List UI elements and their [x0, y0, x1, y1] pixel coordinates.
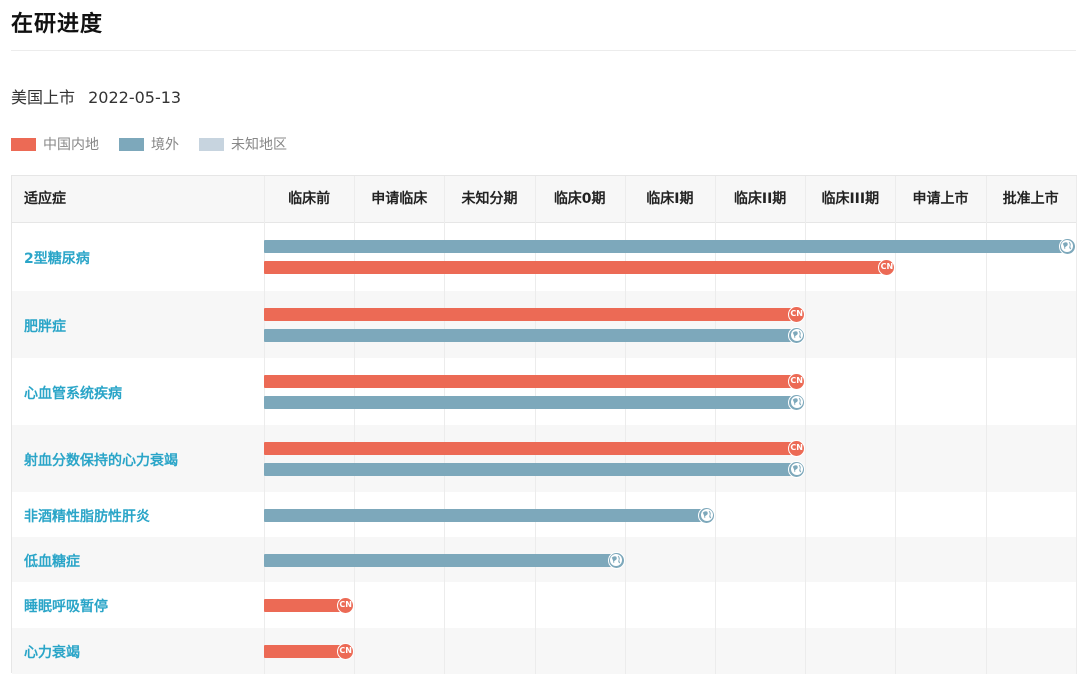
indication-link[interactable]: 非酒精性脂肪性肝炎 [24, 508, 150, 525]
grid-line [1075, 176, 1077, 674]
indication-link[interactable]: 心力衰竭 [24, 645, 80, 661]
cn-icon: CN [788, 372, 806, 390]
cn-icon: CN [337, 643, 355, 660]
indication-link[interactable]: 2型糖尿病 [24, 251, 90, 267]
progress-bar-mainland[interactable] [264, 261, 888, 274]
market-label: 美国上市 [11, 88, 76, 107]
progress-bar-overseas[interactable] [264, 553, 617, 567]
table-row [12, 358, 1076, 425]
progress-bar-mainland[interactable] [264, 374, 798, 388]
legend-item-overseas[interactable]: 境外 [119, 134, 179, 154]
indication-link[interactable]: 睡眠呼吸暂停 [24, 599, 108, 615]
globe-icon [698, 506, 715, 524]
progress-bar-mainland[interactable] [264, 599, 347, 612]
progress-bar-overseas[interactable] [264, 462, 798, 476]
legend-item-unknown[interactable]: 未知地区 [199, 134, 287, 154]
legend-item-mainland[interactable]: 中国内地 [11, 134, 99, 154]
stage-header: 临床II期 [733, 191, 787, 207]
grid-line [354, 176, 356, 674]
grid-line [534, 176, 536, 674]
grid-line [715, 176, 716, 674]
indication-link[interactable]: 射血分数保持的心力衰竭 [24, 452, 178, 469]
globe-icon [788, 460, 806, 478]
table-row [12, 223, 1076, 291]
cn-icon: CN [337, 597, 355, 614]
table-row [12, 425, 1076, 492]
legend-swatch [199, 137, 224, 151]
stage-header: 临床前 [288, 191, 331, 207]
table-row [12, 628, 1076, 674]
stage-header: 批准上市 [1002, 191, 1059, 207]
indication-link[interactable]: 心血管系统疾病 [24, 385, 122, 402]
stage-header: 临床0期 [553, 191, 606, 207]
progress-bar-overseas[interactable] [264, 395, 798, 409]
grid-line [264, 176, 265, 674]
legend-label: 未知地区 [231, 137, 287, 153]
progress-bar-overseas[interactable] [264, 240, 1068, 253]
legend-label: 境外 [151, 137, 179, 153]
globe-icon [788, 326, 806, 344]
cn-icon: CN [788, 305, 806, 323]
cn-icon: CN [878, 259, 896, 276]
grid-line [895, 176, 897, 674]
market-info: 美国上市 2022-05-13 [11, 84, 181, 108]
grid-line [444, 176, 446, 674]
progress-bar-overseas[interactable] [264, 508, 707, 522]
indication-link[interactable]: 肥胖症 [24, 318, 66, 335]
table-row [12, 582, 1076, 628]
title-divider [11, 50, 1076, 51]
progress-bar-mainland[interactable] [264, 307, 798, 321]
chart-header-row: 适应症 临床前 申请临床 未知分期 临床0期 临床I期 临床II期 临床III期 申请上市 批准… [12, 176, 1076, 223]
globe-icon [607, 551, 625, 569]
pipeline-chart: 适应症 临床前 申请临床 未知分期 临床0期 临床I期 临床II期 临床III期 申请上市 批准… [11, 175, 1077, 674]
stage-header: 临床I期 [646, 191, 694, 207]
stage-header: 申请上市 [912, 191, 969, 207]
grid-line [624, 176, 626, 674]
grid-line [805, 176, 807, 674]
page-title: 在研进度 [11, 12, 104, 37]
stage-header: 未知分期 [461, 191, 518, 207]
globe-icon [1058, 238, 1076, 255]
table-row [12, 291, 1076, 358]
stage-header: 申请临床 [371, 191, 428, 207]
progress-bar-mainland[interactable] [264, 441, 798, 455]
stage-header: 临床III期 [821, 191, 880, 207]
market-date: 2022-05-13 [88, 88, 182, 107]
progress-bar-mainland[interactable] [264, 645, 347, 658]
legend-swatch [11, 137, 36, 151]
globe-icon [788, 393, 806, 411]
indication-header: 适应症 [24, 191, 66, 207]
cn-icon: CN [788, 439, 806, 457]
grid-line [985, 176, 987, 674]
progress-bar-overseas[interactable] [264, 328, 798, 342]
legend: 中国内地 境外 未知地区 [11, 134, 307, 154]
legend-swatch [119, 137, 144, 151]
indication-link[interactable]: 低血糖症 [24, 553, 80, 570]
legend-label: 中国内地 [43, 137, 99, 153]
